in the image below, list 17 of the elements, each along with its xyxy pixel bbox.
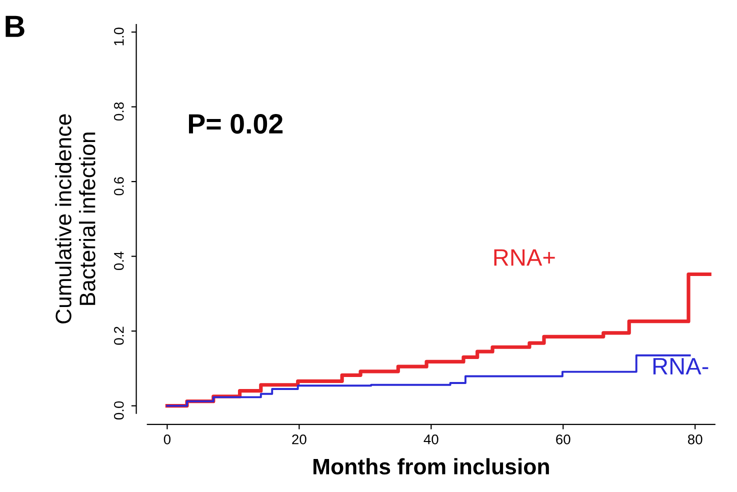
y-tick-label: 0.2 [114,326,124,345]
x-tick-label: 20 [292,434,306,444]
y-tick-label: 0.4 [114,252,124,270]
series-label: RNA- [653,358,708,374]
x-tick-label: 80 [688,434,702,444]
y-tick-label: 0.6 [114,177,124,196]
y-axis-title: Cumulative incidence Bacterial infection [55,114,96,324]
x-axis-title: Months from inclusion [314,458,549,474]
x-tick-label: 60 [556,434,570,444]
annotation: P= 0.02 [188,114,283,134]
y-tick-label: 0.8 [114,102,124,121]
y-tick-label: 1.0 [114,28,124,46]
x-tick-label: 40 [424,434,438,444]
text: RNA+ [494,249,555,266]
y-tick-label: 0.0 [114,401,124,420]
x-tick-label: 0 [164,434,171,444]
text: B [6,16,24,37]
